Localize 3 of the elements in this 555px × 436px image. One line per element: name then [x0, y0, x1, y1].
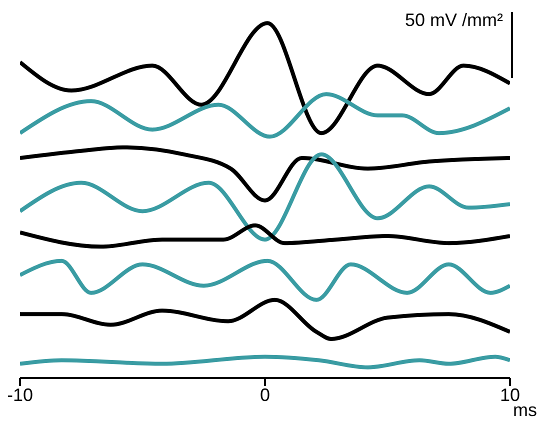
- annotation: 50 mV /mm²: [404, 10, 503, 31]
- x-tick-label: -10: [6, 384, 34, 405]
- x-tick-label: 0: [260, 384, 270, 405]
